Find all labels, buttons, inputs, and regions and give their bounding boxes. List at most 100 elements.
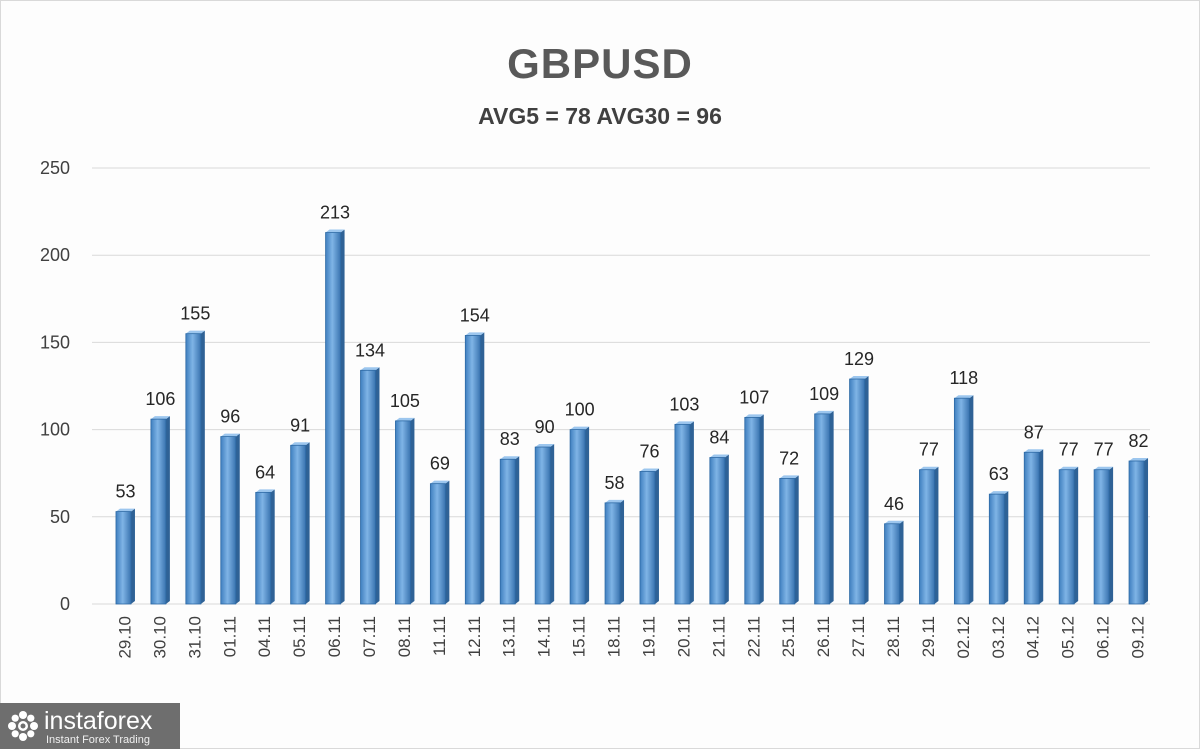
data-label: 100	[565, 400, 595, 420]
data-label: 154	[460, 305, 490, 325]
bar-side	[165, 416, 170, 604]
bar-side	[1004, 491, 1009, 604]
data-label: 96	[220, 407, 240, 427]
x-tick-label: 21.11	[709, 616, 728, 657]
bar-top	[1024, 449, 1044, 453]
y-tick-label: 100	[40, 420, 70, 440]
data-label: 106	[145, 389, 175, 409]
data-label: 84	[709, 428, 729, 448]
bar-side	[480, 332, 485, 604]
y-tick-label: 250	[40, 158, 70, 178]
bar	[988, 493, 1005, 605]
bar	[884, 523, 900, 605]
bar-top	[814, 410, 834, 414]
bar	[115, 511, 132, 605]
bar	[814, 413, 831, 605]
data-label: 63	[989, 464, 1009, 484]
bar-side	[759, 414, 764, 604]
bar	[255, 491, 272, 605]
data-label: 109	[809, 384, 839, 404]
bar-top	[395, 417, 415, 421]
bar-side	[410, 417, 415, 604]
x-tick-label: 01.11	[220, 616, 239, 657]
data-label: 64	[255, 462, 275, 482]
bar-top	[500, 456, 520, 460]
bar	[1058, 469, 1075, 605]
bar-top	[535, 444, 555, 448]
bar-top	[709, 454, 729, 458]
data-label: 82	[1129, 431, 1149, 451]
bar-side	[899, 520, 904, 604]
gear-flower-icon	[8, 711, 38, 741]
bar-top	[570, 426, 590, 430]
bar	[464, 335, 481, 605]
data-label: 155	[180, 304, 210, 324]
bar-top	[639, 468, 659, 472]
x-tick-label: 08.11	[395, 616, 414, 657]
data-label: 69	[430, 454, 450, 474]
bar-top	[1094, 466, 1114, 470]
bar	[674, 423, 691, 605]
bar-side	[585, 426, 590, 604]
bar-top	[954, 395, 974, 399]
instaforex-watermark: instaforex Instant Forex Trading	[0, 703, 180, 749]
bar-top	[919, 466, 939, 470]
x-tick-label: 11.11	[430, 616, 449, 656]
x-tick-label: 19.11	[639, 616, 658, 657]
bar-top	[989, 491, 1009, 495]
data-label: 105	[390, 391, 420, 411]
data-label: 76	[639, 441, 659, 461]
bar-side	[794, 475, 799, 604]
bar	[639, 471, 656, 605]
bar	[744, 416, 761, 605]
bar-top	[325, 229, 345, 233]
x-tick-label: 25.11	[779, 616, 798, 657]
data-label: 134	[355, 340, 385, 360]
data-label: 103	[669, 394, 699, 414]
data-label: 72	[779, 448, 799, 468]
data-label: 90	[535, 417, 555, 437]
x-axis-ticks: 29.10 30.10 31.10 01.11 04.11 05.11 06.11 07.11…	[115, 616, 1147, 659]
x-tick-label: 04.11	[255, 616, 274, 657]
data-label: 129	[844, 349, 874, 369]
y-axis-ticks: 0 50 100 150 200 250	[40, 158, 70, 614]
x-tick-label: 29.11	[919, 616, 938, 657]
bar	[1128, 460, 1145, 605]
bar-side	[724, 454, 729, 604]
bar-side	[445, 480, 450, 604]
bar	[779, 478, 796, 605]
bar	[709, 457, 726, 605]
bar-top	[430, 480, 450, 484]
watermark-brand: instaforex	[44, 707, 153, 735]
x-tick-label: 05.12	[1059, 616, 1078, 659]
bar-side	[620, 499, 625, 604]
bar-side	[969, 395, 974, 604]
bar	[185, 333, 202, 605]
x-tick-label: 18.11	[605, 616, 624, 657]
x-tick-label: 07.11	[360, 616, 379, 657]
chart-title: GBPUSD	[507, 40, 693, 87]
bar-top	[744, 414, 764, 418]
bar	[604, 502, 621, 605]
bar	[150, 418, 167, 605]
x-tick-label: 14.11	[535, 616, 554, 657]
data-label: 46	[884, 494, 904, 514]
bar-top	[115, 508, 135, 512]
x-tick-label: 30.10	[150, 616, 169, 659]
bar-top	[884, 520, 904, 524]
y-tick-label: 200	[40, 245, 70, 265]
x-tick-label: 13.11	[500, 616, 519, 657]
x-tick-label: 06.11	[325, 616, 344, 657]
bar-side	[200, 330, 205, 604]
bar-side	[654, 468, 659, 604]
x-tick-label: 15.11	[570, 616, 589, 657]
y-tick-label: 0	[60, 594, 70, 614]
x-tick-label: 22.11	[744, 616, 763, 657]
x-tick-label: 12.11	[465, 616, 484, 657]
x-tick-label: 27.11	[849, 616, 868, 657]
bar-side	[864, 376, 869, 604]
x-tick-label: 29.10	[115, 616, 134, 659]
watermark-tagline: Instant Forex Trading	[46, 734, 150, 746]
bar-side	[305, 442, 310, 604]
